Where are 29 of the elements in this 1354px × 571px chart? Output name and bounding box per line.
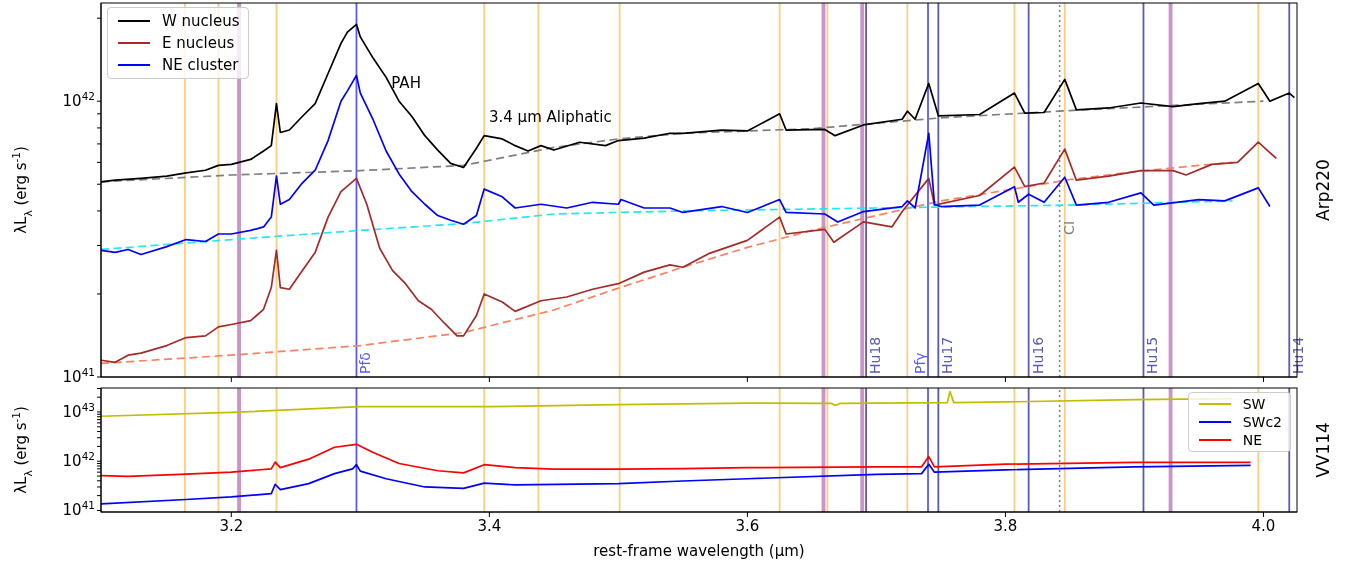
ref-line-label: Pfδ: [357, 352, 374, 374]
ref-line-label: Hu15: [1144, 336, 1161, 374]
x-tick-label: 3.8: [993, 517, 1018, 535]
ref-line-label: Hu14: [1290, 336, 1307, 374]
legend-label: W nucleus: [162, 11, 240, 32]
x-tick-label: 3.6: [735, 517, 760, 535]
ref-line-label: Hu18: [867, 336, 884, 374]
legend-label: SWc2: [1242, 413, 1282, 431]
legend-label: NE: [1242, 431, 1262, 449]
annotation: 3.4 μm Aliphatic: [489, 108, 612, 126]
y-tick-label: 10$^{42}$: [62, 450, 95, 471]
legend-label: NE cluster: [162, 55, 239, 76]
text: Arp220: [1313, 159, 1333, 221]
y-tick-label: 10$^{43}$: [62, 400, 95, 421]
legend-label: SW: [1242, 395, 1266, 413]
ref-line-label: CI: [1060, 220, 1077, 235]
x-tick-label: 3.4: [477, 517, 502, 535]
ref-line-label: Hu16: [1029, 336, 1046, 374]
x-tick-label: 4.0: [1251, 517, 1276, 535]
text: VV114: [1313, 422, 1333, 478]
legend-label: E nucleus: [162, 33, 235, 54]
y-tick-label: 10$^{41}$: [62, 499, 95, 520]
annotation: PAH: [391, 74, 421, 93]
x-tick-label: 3.2: [219, 517, 244, 535]
y-tick-label: 10$^{41}$: [62, 366, 95, 386]
ref-line-label: Pfγ: [912, 352, 929, 374]
ref-line-label: Hu17: [939, 336, 956, 374]
y-tick-label: 10$^{42}$: [62, 90, 95, 111]
x-axis-title: rest-frame wavelength (μm): [593, 542, 805, 560]
